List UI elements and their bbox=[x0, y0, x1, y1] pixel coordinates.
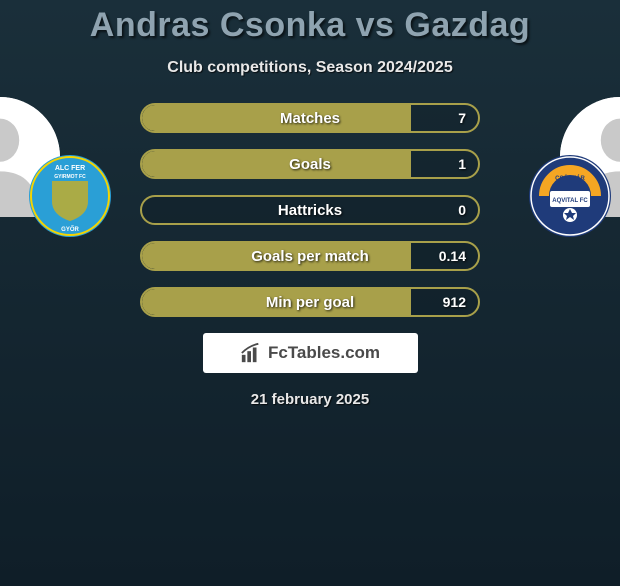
stat-label: Goals bbox=[289, 156, 331, 173]
club-badge-left: ALC FER GYIRMOT FC GYŐR bbox=[20, 153, 120, 239]
footer-date: 21 february 2025 bbox=[0, 391, 620, 408]
stat-value: 0 bbox=[458, 202, 466, 218]
stat-label: Goals per match bbox=[251, 248, 369, 265]
stat-row: Matches 7 bbox=[140, 103, 480, 133]
badge-text: GYIRMOT FC bbox=[54, 174, 86, 180]
stat-row: Hattricks 0 bbox=[140, 195, 480, 225]
badge-text: ALC FER bbox=[55, 165, 85, 172]
stat-row: Goals per match 0.14 bbox=[140, 241, 480, 271]
stat-value: 1 bbox=[458, 156, 466, 172]
stats-list: Matches 7 Goals 1 Hattricks 0 Goals per … bbox=[140, 103, 480, 317]
comparison-panel: ALC FER GYIRMOT FC GYŐR CSÁKVÁR AQVITAL … bbox=[0, 103, 620, 408]
stat-value: 912 bbox=[443, 294, 466, 310]
stat-fill bbox=[142, 151, 411, 177]
stat-row: Min per goal 912 bbox=[140, 287, 480, 317]
badge-text: CSÁKVÁR bbox=[555, 175, 585, 182]
subtitle: Club competitions, Season 2024/2025 bbox=[0, 59, 620, 77]
club-crest-icon: CSÁKVÁR AQVITAL FC bbox=[520, 153, 620, 239]
page-title: Andras Csonka vs Gazdag bbox=[0, 6, 620, 45]
club-crest-icon: ALC FER GYIRMOT FC GYŐR bbox=[20, 153, 120, 239]
chart-icon bbox=[240, 342, 262, 364]
stat-label: Hattricks bbox=[278, 202, 342, 219]
brand-badge: FcTables.com bbox=[203, 333, 418, 373]
stat-row: Goals 1 bbox=[140, 149, 480, 179]
stat-label: Min per goal bbox=[266, 294, 354, 311]
stat-value: 7 bbox=[458, 110, 466, 126]
brand-text: FcTables.com bbox=[268, 343, 380, 363]
club-badge-right: CSÁKVÁR AQVITAL FC bbox=[520, 153, 620, 239]
badge-text: GYŐR bbox=[61, 226, 79, 233]
stat-label: Matches bbox=[280, 110, 340, 127]
stat-value: 0.14 bbox=[439, 248, 466, 264]
badge-text: AQVITAL FC bbox=[552, 198, 588, 204]
stat-fill bbox=[142, 105, 411, 131]
